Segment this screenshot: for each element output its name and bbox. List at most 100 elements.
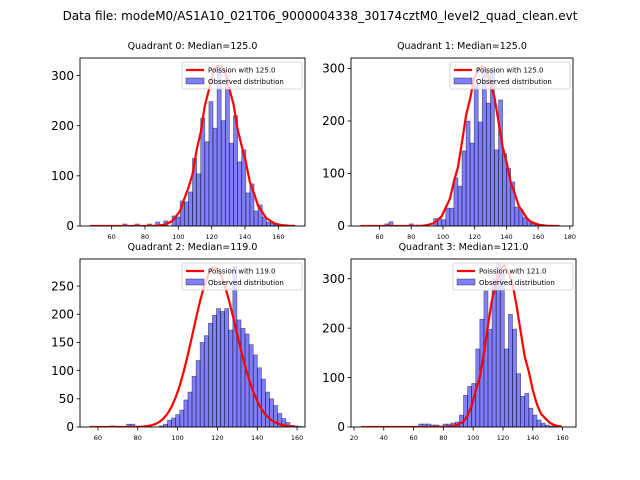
histogram-bar	[532, 414, 538, 427]
subplot-title: Quadrant 0: Median=125.0	[128, 41, 258, 52]
histogram-bar	[220, 120, 226, 226]
legend-label-observed: Observed distribution	[479, 279, 555, 287]
x-tick-label: 60	[108, 233, 116, 241]
histogram-bar	[195, 360, 201, 427]
histogram-bar	[237, 161, 243, 226]
y-tick-label: 100	[322, 371, 345, 385]
histogram-bar	[204, 141, 210, 226]
histogram-bar	[487, 328, 493, 427]
histogram-bar	[167, 419, 172, 427]
legend-label-poisson: Poission with 121.0	[479, 268, 547, 276]
legend-bar-swatch	[456, 278, 476, 286]
legend-label-poisson: Poission with 119.0	[208, 268, 276, 276]
legend: Poission with 119.0 Observed distribution	[181, 262, 303, 291]
y-tick-label: 300	[322, 272, 345, 286]
x-tick-label: 100	[171, 434, 183, 442]
legend-label-poisson: Poission with 125.0	[208, 67, 276, 75]
y-tick-label: 200	[51, 119, 74, 133]
subplot-title: Quadrant 3: Median=121.0	[399, 242, 529, 253]
y-tick-label: 50	[59, 392, 74, 406]
histogram-bars	[110, 265, 303, 427]
histogram-bar	[199, 342, 205, 427]
x-tick-label: 120	[468, 233, 480, 241]
legend-box	[181, 262, 303, 291]
x-tick-label: 80	[134, 434, 142, 442]
histogram-bar	[265, 221, 271, 226]
x-tick-label: 160	[272, 233, 284, 241]
histogram-bar	[520, 396, 526, 427]
histogram-bar	[224, 75, 230, 226]
legend-box	[449, 61, 571, 90]
histogram-bar	[228, 329, 234, 427]
histogram-bar	[483, 290, 489, 427]
histogram-bar	[175, 216, 181, 226]
legend-bar-swatch	[185, 77, 205, 85]
histogram-bar	[524, 393, 530, 427]
histogram-bars	[122, 65, 288, 226]
y-tick-label: 250	[51, 279, 74, 293]
y-tick-label: 150	[51, 336, 74, 350]
x-tick-label: 140	[239, 233, 251, 241]
histogram-bar	[486, 102, 491, 226]
legend: Poission with 125.0 Observed distribution	[181, 61, 303, 90]
x-tick-label: 160	[291, 434, 303, 442]
y-tick-label: 0	[66, 219, 74, 233]
histogram-bar	[473, 83, 479, 226]
x-tick-label: 80	[439, 434, 447, 442]
y-tick-label: 0	[337, 219, 345, 233]
histogram-bar	[203, 335, 209, 427]
poisson-curve	[361, 263, 562, 427]
poisson-curve	[360, 64, 560, 226]
histogram-bar	[261, 378, 266, 427]
histogram-bar	[212, 127, 218, 226]
axes-frame	[79, 57, 306, 227]
x-tick-label: 140	[251, 434, 263, 442]
histogram-bar	[508, 313, 513, 427]
x-tick-label: 20	[350, 434, 358, 442]
histogram-bar	[481, 69, 487, 226]
histogram-bar	[256, 367, 262, 427]
histogram-bar	[516, 373, 522, 427]
histogram-bar	[216, 65, 222, 226]
y-tick-label: 100	[51, 364, 74, 378]
x-tick-label: 40	[380, 434, 388, 442]
histogram-bar	[388, 221, 394, 226]
histogram-bar	[191, 375, 197, 427]
histogram-bar	[536, 419, 542, 427]
x-tick-label: 140	[500, 233, 512, 241]
x-tick-label: 100	[172, 233, 184, 241]
histogram-bar	[449, 207, 455, 226]
histogram-bar	[499, 273, 505, 427]
legend-label-observed: Observed distribution	[208, 279, 284, 287]
histogram-bar	[229, 142, 234, 226]
histogram-bar	[188, 191, 193, 226]
subplot-title: Quadrant 1: Median=125.0	[397, 41, 527, 52]
legend: Poission with 121.0 Observed distribution	[452, 262, 574, 291]
histogram-bar	[175, 414, 181, 427]
y-tick-label: 300	[322, 62, 345, 76]
histogram-bar	[130, 423, 136, 427]
histogram-bar	[540, 422, 546, 427]
poisson-curve	[90, 64, 296, 226]
histogram-bars	[418, 263, 558, 427]
y-tick-label: 0	[337, 420, 345, 434]
legend-label-observed: Observed distribution	[476, 78, 552, 86]
histogram-bar	[253, 210, 259, 226]
histogram-bar	[477, 121, 483, 226]
y-tick-label: 300	[51, 69, 74, 83]
y-tick-label: 200	[51, 307, 74, 321]
x-tick-label: 160	[556, 434, 568, 442]
legend-bar-swatch	[185, 278, 205, 286]
legend-label-observed: Observed distribution	[208, 78, 284, 86]
subplot-quadrant-0: Quadrant 0: Median=125.0 0 100 200 300 60 80 10…	[51, 41, 306, 241]
histogram-bar	[232, 265, 238, 427]
x-tick-label: 80	[141, 233, 149, 241]
histogram-bar	[503, 348, 509, 427]
histogram-bars	[384, 68, 548, 226]
subplot-quadrant-1: Quadrant 1: Median=125.0 0 100 200 300 60 80 10…	[322, 41, 576, 241]
histogram-bar	[249, 183, 255, 226]
x-tick-label: 120	[211, 434, 223, 442]
subplot-quadrant-3: Quadrant 3: Median=121.0 0 100 200 300 20 40 60…	[322, 242, 577, 442]
legend-bar-swatch	[453, 77, 473, 85]
